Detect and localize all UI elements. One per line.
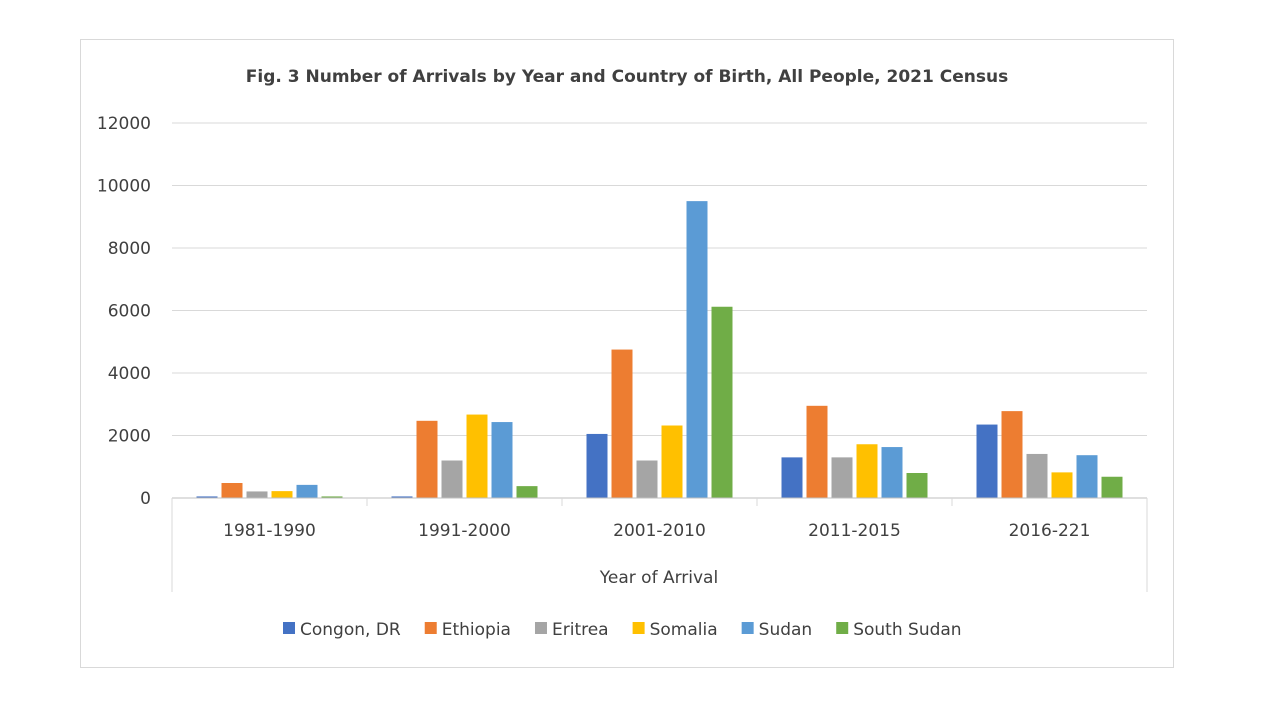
- y-tick-label: 0: [140, 489, 151, 509]
- y-tick-label: 2000: [108, 427, 151, 447]
- bar: [1051, 472, 1073, 498]
- x-axis: 1981-1990 1991-2000 2001-2010 2011-2015 2016…: [171, 497, 1148, 592]
- legend-swatch: [283, 622, 295, 634]
- bar: [271, 491, 293, 498]
- x-tick-label: 2016-221: [1009, 521, 1091, 541]
- bar: [686, 201, 708, 498]
- legend-swatch: [741, 622, 754, 634]
- bar: [611, 349, 633, 498]
- bar: [781, 457, 803, 498]
- x-tick-label: 1981-1990: [223, 521, 316, 541]
- y-tick-label: 12000: [97, 114, 151, 134]
- legend-swatch: [836, 622, 849, 634]
- bar: [806, 405, 828, 498]
- y-axis-ticks: 0 2000 4000 6000 8000 10000 12000: [97, 114, 151, 509]
- legend-label: Sudan: [759, 620, 813, 640]
- bar: [196, 496, 218, 498]
- y-tick-label: 8000: [108, 239, 151, 259]
- bar: [976, 424, 998, 498]
- legend-label: Somalia: [650, 620, 718, 640]
- bar: [516, 486, 538, 498]
- bar: [711, 306, 733, 498]
- bar: [441, 460, 463, 498]
- bar: [1076, 455, 1098, 498]
- legend-swatch: [424, 622, 437, 634]
- bar: [296, 484, 318, 498]
- legend: Congon, DR Ethiopia Eritrea Somalia Sudan Sou…: [283, 620, 962, 640]
- bar: [1001, 411, 1023, 498]
- bar: [636, 460, 658, 498]
- bar: [831, 457, 853, 498]
- legend-label: Ethiopia: [442, 620, 511, 640]
- bar: [1101, 476, 1123, 498]
- x-tick-label: 2011-2015: [808, 521, 901, 541]
- bar: [881, 447, 903, 498]
- legend-label: Congon, DR: [300, 620, 401, 640]
- gridlines: [172, 122, 1147, 436]
- bar: [416, 420, 438, 498]
- bar: [491, 422, 513, 498]
- bar: [466, 414, 488, 498]
- chart-title: Fig. 3 Number of Arrivals by Year and Co…: [246, 67, 1008, 87]
- bar: [586, 433, 608, 498]
- legend-label: Eritrea: [552, 620, 609, 640]
- bars: [196, 201, 1123, 498]
- bar: [856, 444, 878, 498]
- y-tick-label: 6000: [108, 302, 151, 322]
- y-tick-label: 10000: [97, 177, 151, 197]
- legend-swatch: [534, 622, 547, 634]
- bar: [321, 496, 343, 498]
- legend-label: South Sudan: [853, 620, 961, 640]
- x-tick-label: 1991-2000: [418, 521, 511, 541]
- x-tick-label: 2001-2010: [613, 521, 706, 541]
- bar: [1026, 453, 1048, 498]
- y-tick-label: 4000: [108, 364, 151, 384]
- legend-swatch: [632, 622, 645, 634]
- x-axis-label: Year of Arrival: [599, 568, 718, 588]
- bar: [221, 483, 243, 498]
- bar: [906, 473, 928, 498]
- bar: [391, 496, 413, 498]
- bar: [661, 425, 683, 498]
- bar: [246, 491, 268, 498]
